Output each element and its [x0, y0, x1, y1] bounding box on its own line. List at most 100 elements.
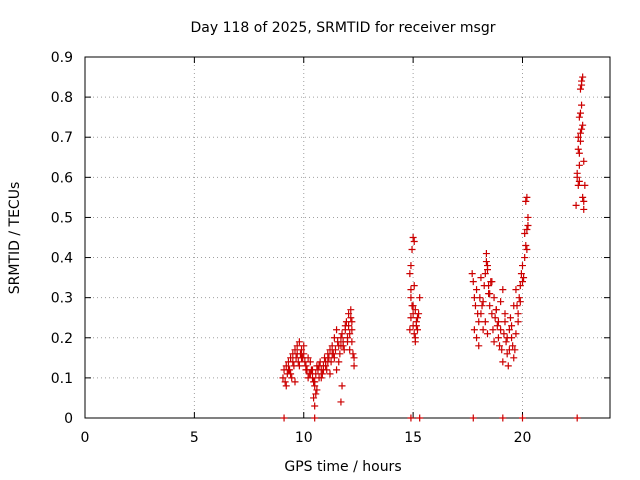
data-point — [326, 370, 334, 378]
data-point — [482, 258, 490, 266]
x-axis-title: GPS time / hours — [284, 459, 401, 475]
y-axis-title: SRMTID / TECUs — [7, 182, 23, 295]
data-point — [499, 358, 507, 366]
data-point — [499, 414, 507, 422]
data-point — [475, 342, 483, 350]
data-point — [575, 113, 583, 121]
data-point — [410, 238, 418, 246]
data-point — [407, 294, 415, 302]
data-point — [349, 350, 357, 358]
data-point — [510, 302, 518, 310]
data-point — [574, 145, 582, 153]
data-point — [509, 342, 517, 350]
x-tick-label: 0 — [81, 430, 90, 446]
data-point — [319, 366, 327, 374]
data-point — [501, 318, 509, 326]
data-point — [281, 378, 289, 386]
data-point — [506, 314, 514, 322]
data-point — [522, 242, 530, 250]
data-point — [406, 326, 414, 334]
data-point — [579, 121, 587, 129]
data-point — [407, 262, 415, 270]
data-point — [300, 342, 308, 350]
data-point — [318, 370, 326, 378]
data-point — [482, 250, 490, 258]
data-point — [337, 342, 345, 350]
data-point — [284, 366, 292, 374]
data-point — [322, 362, 330, 370]
data-point — [580, 205, 588, 213]
data-point — [580, 157, 588, 165]
data-point — [336, 350, 344, 358]
data-point — [350, 354, 358, 362]
data-point — [484, 330, 491, 338]
data-point — [409, 302, 417, 310]
data-point — [479, 326, 487, 334]
data-point — [481, 270, 489, 278]
data-point — [502, 338, 510, 346]
data-point — [328, 350, 336, 358]
data-point — [279, 374, 287, 382]
data-point — [330, 354, 338, 362]
data-point — [407, 286, 415, 294]
data-point — [310, 394, 318, 402]
x-tick-label: 5 — [190, 430, 199, 446]
data-point — [510, 354, 518, 362]
data-point — [309, 366, 316, 374]
data-point — [330, 334, 338, 342]
data-point — [298, 354, 306, 362]
data-point — [521, 229, 529, 237]
data-point — [512, 330, 520, 338]
data-point — [407, 314, 415, 322]
data-point — [497, 298, 505, 306]
data-point — [490, 294, 498, 302]
data-point — [333, 366, 341, 374]
data-point — [522, 197, 530, 205]
data-point — [524, 221, 532, 229]
data-point — [471, 302, 479, 310]
data-point — [578, 81, 586, 89]
data-point — [580, 197, 588, 205]
data-point — [346, 330, 354, 338]
data-point — [302, 366, 310, 374]
data-point — [576, 109, 584, 117]
data-point — [488, 310, 496, 318]
data-point — [490, 338, 498, 346]
data-point — [520, 274, 528, 282]
data-point — [499, 286, 507, 294]
data-point — [514, 310, 522, 318]
data-point — [293, 342, 301, 350]
data-point — [572, 201, 580, 209]
data-point — [477, 274, 485, 282]
data-point — [574, 181, 582, 189]
data-point — [519, 262, 526, 270]
data-point — [295, 338, 303, 346]
data-point — [348, 318, 356, 326]
data-point — [411, 338, 419, 346]
data-point — [478, 302, 486, 310]
data-point — [338, 382, 346, 390]
data-point — [311, 402, 319, 410]
data-point — [414, 314, 421, 322]
data-point — [512, 286, 520, 294]
data-point — [491, 314, 499, 322]
data-point — [406, 270, 414, 278]
data-point — [578, 101, 586, 109]
y-tick-label: 0 — [64, 411, 73, 427]
data-point — [484, 262, 491, 270]
data-point — [306, 370, 314, 378]
data-point — [337, 398, 345, 406]
data-point — [328, 342, 336, 350]
data-point — [479, 298, 487, 306]
data-point — [416, 294, 424, 302]
data-point — [581, 181, 589, 189]
data-point — [521, 254, 529, 262]
plot-area-frame — [84, 56, 611, 419]
x-tick-label: 20 — [514, 430, 532, 446]
grid — [85, 57, 610, 418]
data-point — [473, 334, 481, 342]
data-point — [476, 294, 484, 302]
data-point — [505, 326, 513, 334]
data-point — [578, 125, 586, 133]
